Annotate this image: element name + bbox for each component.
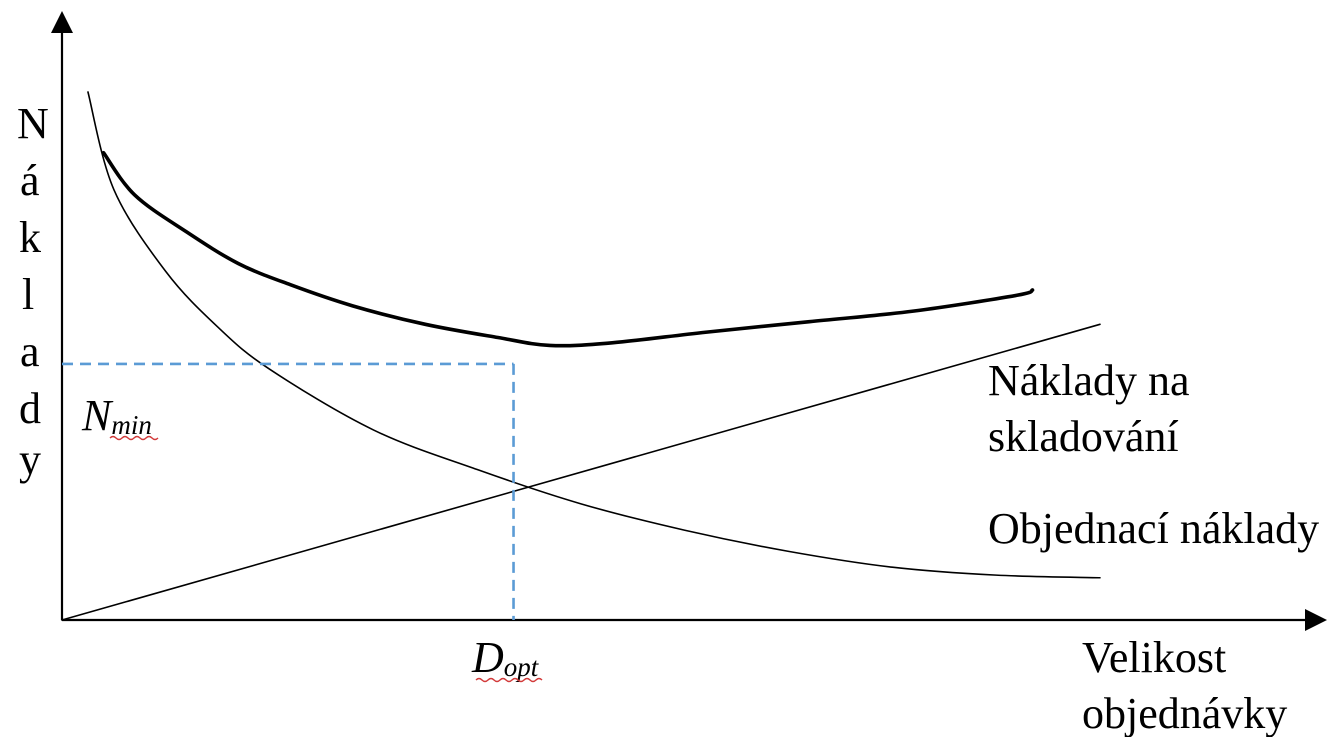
spellcheck-underline <box>109 435 159 441</box>
n-min-label: Nmin <box>81 391 159 441</box>
y-axis-letter: y <box>19 435 41 484</box>
series-labels: Náklady na skladování Objednací náklady <box>988 356 1319 553</box>
optimum-guides <box>62 362 515 620</box>
y-axis-letter: d <box>19 384 41 433</box>
y-axis-letter: a <box>20 327 40 376</box>
y-axis-letter: k <box>19 213 41 262</box>
d-opt-label: Dopt <box>471 633 543 683</box>
x-axis-label-line: Velikost <box>1082 633 1226 682</box>
ordering-cost-label: Objednací náklady <box>988 504 1319 553</box>
storage-cost-curve <box>61 323 1101 621</box>
y-axis-letter: N <box>17 99 49 148</box>
curves <box>61 91 1101 621</box>
storage-cost-label: Náklady na <box>988 356 1190 405</box>
axes <box>51 11 1327 631</box>
n-min-text: Nmin <box>81 391 152 440</box>
x-axis-label-line: objednávky <box>1082 689 1287 737</box>
spellcheck-underline <box>475 677 543 683</box>
y-axis-letter: l <box>22 270 34 319</box>
storage-cost-label: skladování <box>988 412 1179 461</box>
x-axis-label: Velikost objednávky <box>1082 633 1287 737</box>
ordering-cost-curve <box>87 91 1101 579</box>
total-cost-curve <box>101 150 1035 348</box>
y-axis-letter: á <box>20 156 40 205</box>
d-opt-text: Dopt <box>471 633 540 682</box>
y-axis-label: N á k l a d y <box>17 99 49 484</box>
